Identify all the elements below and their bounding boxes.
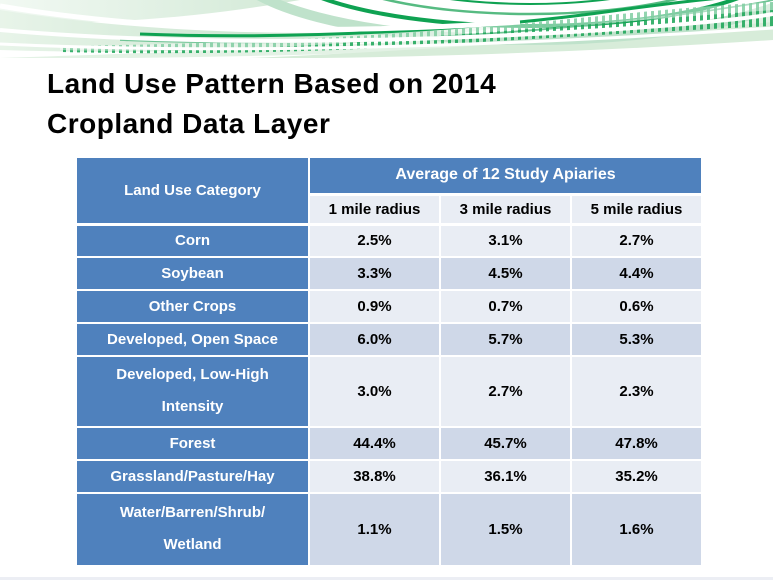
cell-value: 45.7% — [439, 425, 572, 461]
green-swirl-icon — [0, 0, 773, 58]
slide-title: Land Use Pattern Based on 2014 Cropland … — [47, 68, 497, 139]
cell-value: 3.1% — [439, 223, 572, 258]
cell-value: 1.6% — [569, 491, 704, 567]
row-category-label: Soybean — [75, 256, 310, 291]
table-header-row-1: Land Use Category Average of 12 Study Ap… — [75, 156, 704, 226]
cell-value: 4.4% — [569, 256, 704, 291]
row-category-label: Other Crops — [75, 289, 310, 324]
cell-value: 5.3% — [569, 322, 704, 357]
column-group-header-apiaries: Average of 12 Study Apiaries — [307, 156, 704, 196]
cell-value: 2.7% — [439, 355, 572, 428]
cell-value: 2.3% — [569, 355, 704, 428]
cell-value: 44.4% — [308, 425, 441, 461]
table-header-row-2: 1 mile radius 3 mile radius 5 mile radiu… — [76, 193, 704, 226]
cell-value: 6.0% — [308, 322, 441, 357]
cell-value: 47.8% — [569, 425, 704, 461]
column-header-land-use-category: Land Use Category — [75, 156, 310, 226]
land-use-table-container: Land Use Category Average of 12 Study Ap… — [75, 156, 704, 567]
cell-value: 2.7% — [569, 223, 704, 258]
cell-value: 4.5% — [439, 256, 572, 291]
column-header-3-mile: 3 mile radius — [439, 193, 572, 226]
table-row: Other Crops 0.9% 0.7% 0.6% — [75, 289, 704, 324]
cell-value: 0.7% — [439, 289, 572, 324]
cell-value: 36.1% — [439, 458, 572, 494]
table-row: Forest 44.4% 45.7% 47.8% — [75, 425, 704, 461]
row-category-label: Corn — [75, 223, 310, 258]
cell-value: 3.3% — [308, 256, 441, 291]
table-row: Water/Barren/Shrub/ Wetland 1.1% 1.5% 1.… — [75, 491, 704, 567]
cell-value: 1.1% — [308, 491, 441, 567]
table-row: Corn 2.5% 3.1% 2.7% — [75, 223, 704, 258]
row-category-label: Water/Barren/Shrub/ Wetland — [75, 491, 310, 567]
cell-value: 0.6% — [569, 289, 704, 324]
cell-value: 5.7% — [439, 322, 572, 357]
row-category-label: Developed, Low-High Intensity — [75, 355, 310, 428]
table-row: Soybean 3.3% 4.5% 4.4% — [75, 256, 704, 291]
table-row: Grassland/Pasture/Hay 38.8% 36.1% 35.2% — [75, 458, 704, 494]
row-category-label: Forest — [75, 425, 310, 461]
row-category-label: Developed, Open Space — [75, 322, 310, 357]
column-header-5-mile: 5 mile radius — [569, 193, 704, 226]
land-use-table: Land Use Category Average of 12 Study Ap… — [75, 156, 704, 567]
cell-value: 2.5% — [308, 223, 441, 258]
cell-value: 1.5% — [439, 491, 572, 567]
cell-value: 0.9% — [308, 289, 441, 324]
header-swirl-graphic — [0, 0, 773, 58]
table-row: Developed, Low-High Intensity 3.0% 2.7% … — [75, 355, 704, 428]
table-row: Developed, Open Space 6.0% 5.7% 5.3% — [75, 322, 704, 357]
cell-value: 38.8% — [308, 458, 441, 494]
row-category-label: Grassland/Pasture/Hay — [75, 458, 310, 494]
cell-value: 35.2% — [569, 458, 704, 494]
column-header-1-mile: 1 mile radius — [308, 193, 441, 226]
cell-value: 3.0% — [308, 355, 441, 428]
